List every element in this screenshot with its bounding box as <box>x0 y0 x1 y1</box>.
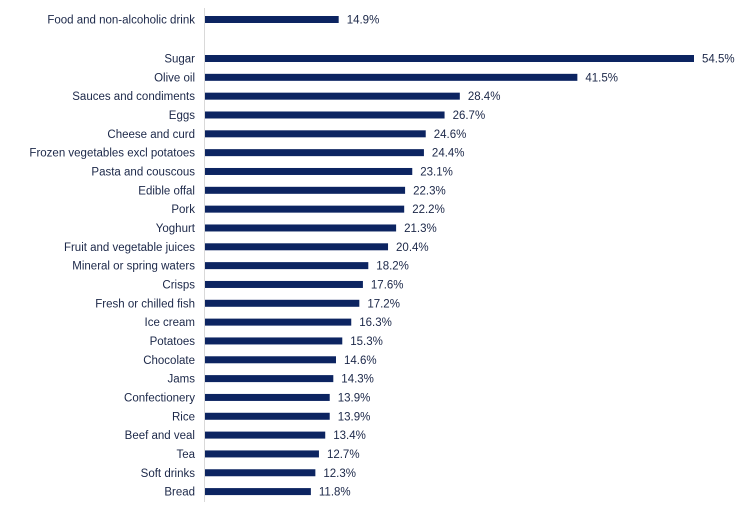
category-label: Cheese and curd <box>107 129 195 141</box>
category-label: Edible offal <box>138 185 195 197</box>
bar <box>205 299 360 307</box>
data-label: 20.4% <box>396 242 429 254</box>
data-label: 21.3% <box>404 223 437 235</box>
category-label: Fruit and vegetable juices <box>64 242 195 254</box>
bar <box>205 149 424 157</box>
data-label: 22.3% <box>413 185 446 197</box>
bar <box>205 16 339 23</box>
data-label: 26.7% <box>453 110 486 122</box>
bar <box>205 356 336 364</box>
bar <box>205 262 369 270</box>
data-label: 12.7% <box>327 449 360 461</box>
category-label: Frozen vegetables excl potatoes <box>29 148 195 160</box>
data-label: 23.1% <box>420 166 453 178</box>
bar <box>205 337 343 345</box>
data-label: 13.9% <box>338 392 371 404</box>
data-label: 28.4% <box>468 91 501 103</box>
category-label: Sauces and condiments <box>72 91 195 103</box>
category-label: Confectionery <box>124 392 195 404</box>
data-label: 12.3% <box>323 468 356 480</box>
data-label: 14.9% <box>347 15 380 27</box>
bar <box>205 280 363 288</box>
category-label: Potatoes <box>150 336 196 348</box>
category-label: Jams <box>168 374 196 386</box>
bar <box>205 224 397 232</box>
category-label: Fresh or chilled fish <box>95 298 195 310</box>
data-label: 24.4% <box>432 148 465 160</box>
bar <box>205 431 326 439</box>
data-label: 17.2% <box>367 298 400 310</box>
category-label: Mineral or spring waters <box>72 261 195 273</box>
category-label: Rice <box>172 411 195 423</box>
category-label: Pasta and couscous <box>91 166 195 178</box>
data-label: 13.9% <box>338 411 371 423</box>
category-label: Pork <box>171 204 195 216</box>
bar <box>205 375 334 383</box>
category-label: Ice cream <box>145 317 196 329</box>
data-label: 15.3% <box>350 336 383 348</box>
category-label: Sugar <box>164 54 195 66</box>
bar <box>205 243 389 251</box>
bar <box>205 412 330 420</box>
category-label: Bread <box>164 487 195 499</box>
bar <box>205 205 405 213</box>
bar <box>205 488 311 496</box>
category-label: Chocolate <box>143 355 195 367</box>
category-label: Soft drinks <box>141 468 196 480</box>
bar <box>205 55 694 62</box>
data-label: 14.3% <box>341 374 374 386</box>
bar <box>205 450 319 458</box>
category-label: Beef and veal <box>125 430 195 442</box>
bar <box>205 92 460 100</box>
bar <box>205 318 352 326</box>
data-label: 17.6% <box>371 279 404 291</box>
bar <box>205 393 330 401</box>
category-label: Olive oil <box>154 72 195 84</box>
data-label: 22.2% <box>412 204 445 216</box>
data-label: 16.3% <box>359 317 392 329</box>
data-label: 41.5% <box>585 72 618 84</box>
data-label: 13.4% <box>333 430 366 442</box>
data-label: 14.6% <box>344 355 377 367</box>
category-label: Yoghurt <box>156 223 196 235</box>
bar <box>205 186 406 194</box>
data-label: 11.8% <box>319 487 351 499</box>
data-label: 24.6% <box>434 129 467 141</box>
category-label: Eggs <box>169 110 195 122</box>
bar <box>205 167 413 175</box>
bar <box>205 469 316 477</box>
data-label: 54.5% <box>702 54 735 66</box>
category-label: Tea <box>176 449 195 461</box>
bar <box>205 111 445 119</box>
bar <box>205 130 426 138</box>
bar <box>205 73 578 81</box>
category-label: Crisps <box>162 279 195 291</box>
data-label: 18.2% <box>376 261 409 273</box>
category-label: Food and non-alcoholic drink <box>47 15 195 27</box>
